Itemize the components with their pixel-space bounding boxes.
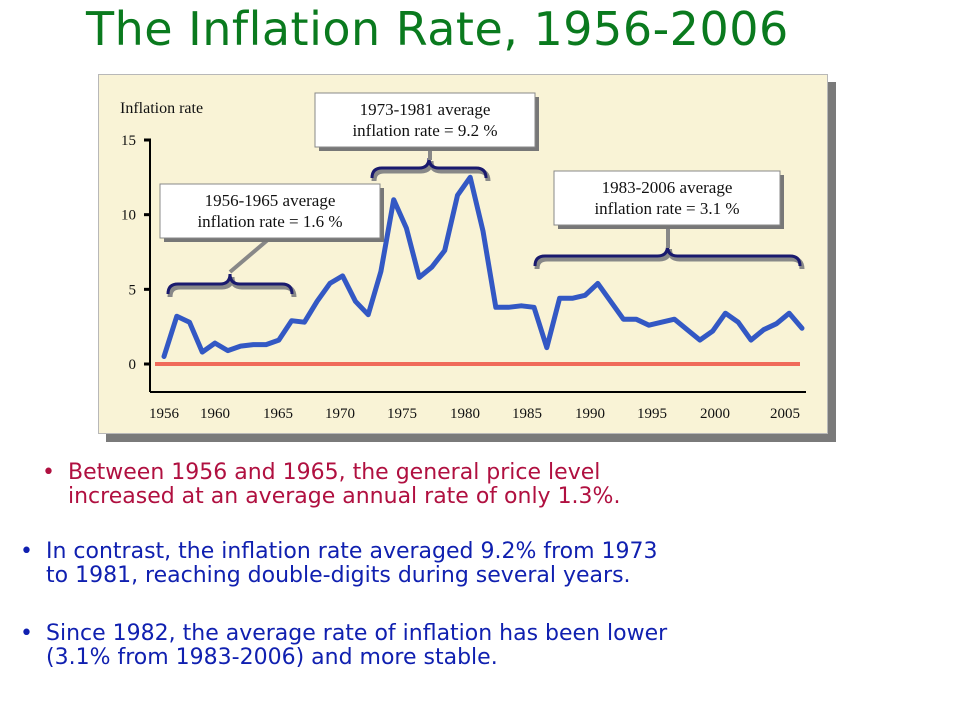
x-tick-label: 1975 (387, 406, 417, 422)
x-tick-label: 1995 (637, 406, 667, 422)
callout-line-2: inflation rate = 3.1 % (594, 199, 739, 218)
x-tick-label: 1980 (450, 406, 480, 422)
callout-line-2: inflation rate = 9.2 % (352, 121, 497, 140)
x-tick-label: 1985 (512, 406, 542, 422)
callout-box (553, 170, 781, 226)
x-tick-label: 2005 (770, 406, 800, 422)
connector-1 (228, 236, 272, 274)
slide-title: The Inflation Rate, 1956-2006 (86, 2, 789, 56)
y-tick-label: 10 (121, 208, 136, 224)
brace-1956-1965 (166, 273, 294, 295)
y-tick-label: 0 (129, 357, 137, 373)
x-tick-label: 1960 (200, 406, 230, 422)
callout-line-1: 1956-1965 average (205, 191, 336, 210)
callout-line-1: 1983-2006 average (602, 178, 733, 197)
y-tick-label: 5 (129, 282, 137, 298)
inflation-line (161, 174, 805, 359)
x-tick-label: 1970 (325, 406, 355, 422)
x-tick-label: 2000 (700, 406, 730, 422)
callout-box (159, 183, 381, 239)
x-tick-label: 1956 (149, 406, 180, 422)
x-tick-label: 1965 (263, 406, 293, 422)
y-axis-title: Inflation rate (120, 100, 203, 117)
x-tick-label: 1990 (575, 406, 605, 422)
y-tick-label: 15 (121, 133, 136, 149)
callout-box (314, 92, 536, 148)
callout-line-1: 1973-1981 average (360, 100, 491, 119)
callout-line-2: inflation rate = 1.6 % (197, 212, 342, 231)
